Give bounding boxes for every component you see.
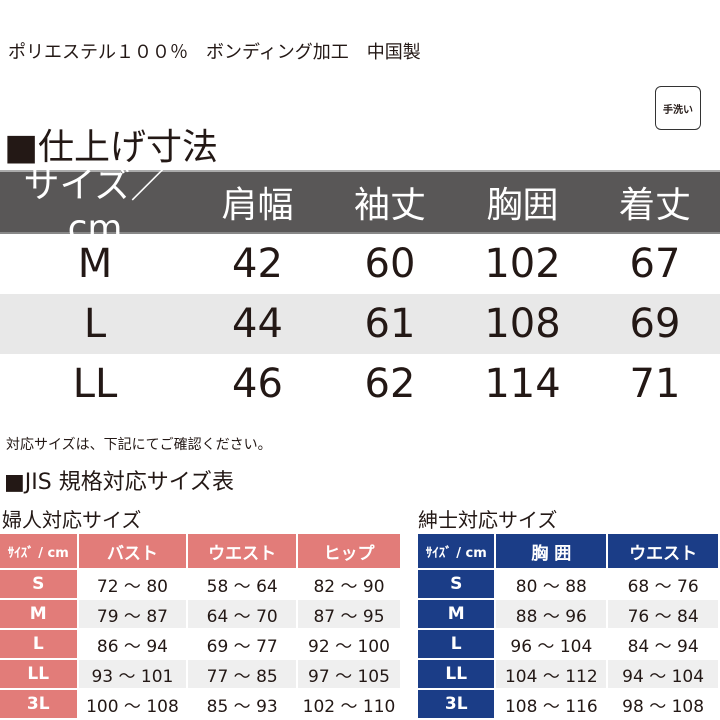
cell: 114 [484, 361, 561, 407]
table-row: LL 93 ～ 101 77 ～ 85 97 ～ 105 [0, 660, 400, 688]
header-cell: ウエスト [188, 534, 296, 568]
cell: L [83, 301, 107, 347]
cell: 108 ～ 116 [504, 696, 598, 717]
cell: 袖丈 [353, 185, 426, 226]
cell: 84 ～ 94 [627, 636, 699, 657]
cell: 3L [418, 690, 495, 718]
header-cell: ウエスト [608, 534, 718, 568]
cell: 69 [629, 301, 681, 347]
cell: 86 ～ 94 [96, 636, 168, 657]
cell: 82 ～ 90 [313, 576, 385, 597]
cell: LL [418, 660, 495, 688]
cell: 87 ～ 95 [297, 600, 400, 628]
cell: 80 ～ 88 [515, 576, 587, 597]
header-row: サイズ／cm 肩幅 袖丈 胸囲 着丈 [0, 165, 720, 249]
men-size-table: ｻｲｽﾞ / cm 胸 囲ウエスト S 80 ～ 88 68 ～ 76 M 88 ～ 96 7… [416, 532, 720, 720]
cell: S [418, 570, 495, 598]
cell: 98 ～ 108 [622, 696, 705, 717]
cell: S [0, 570, 77, 598]
cell: 62 [364, 361, 416, 407]
cell: 58 ～ 64 [206, 576, 278, 597]
table-row: 3L 100 ～ 108 85 ～ 93 102 ～ 110 [0, 690, 400, 718]
women-title: 婦人対応サイズ [2, 508, 142, 532]
cell: 102 [484, 241, 561, 287]
header-row: ｻｲｽﾞ / cm バスト ウエスト ヒップ [0, 534, 400, 568]
cell: M [77, 241, 113, 287]
note-text: 対応サイズは、下記にてご確認ください。 [6, 437, 272, 453]
cell: LL [72, 361, 118, 407]
cell: L [0, 630, 77, 658]
cell: 76 ～ 84 [608, 600, 718, 628]
cell: 96 ～ 104 [510, 636, 593, 657]
cell: 77 ～ 85 [188, 660, 296, 688]
cell: M [418, 600, 495, 628]
cell: LL [0, 660, 77, 688]
table-row: L 44 61 108 69 [0, 294, 720, 354]
cell: 79 ～ 87 [78, 600, 187, 628]
cell: サイズ／cm [23, 164, 167, 249]
table-row: LL 104 ～ 112 94 ～ 104 [418, 660, 718, 688]
table-row: L 86 ～ 94 69 ～ 77 92 ～ 100 [0, 630, 400, 658]
women-size-table: ｻｲｽﾞ / cm バスト ウエスト ヒップ S 72 ～ 80 58 ～ 64 82 ～ 9… [0, 532, 402, 720]
table-row: S 72 ～ 80 58 ～ 64 82 ～ 90 [0, 570, 400, 598]
cell: 100 ～ 108 [86, 696, 179, 717]
cell: 94 ～ 104 [608, 660, 718, 688]
table-row: M 88 ～ 96 76 ～ 84 [418, 600, 718, 628]
cell: 88 ～ 96 [496, 600, 607, 628]
cell: 64 ～ 70 [188, 600, 296, 628]
header-cell: ｻｲｽﾞ / cm [0, 534, 77, 568]
cell: 108 [484, 301, 561, 347]
cell: 102 ～ 110 [302, 696, 396, 717]
header-cell: ｻｲｽﾞ / cm [418, 534, 495, 568]
cell: 71 [629, 361, 681, 407]
cell: 肩幅 [221, 185, 294, 226]
header-cell: ヒップ [297, 534, 400, 568]
table-row: S 80 ～ 88 68 ～ 76 [418, 570, 718, 598]
hand-wash-icon: 手洗い [655, 86, 701, 130]
table-row: M 79 ～ 87 64 ～ 70 87 ～ 95 [0, 600, 400, 628]
table-row: 3L 108 ～ 116 98 ～ 108 [418, 690, 718, 718]
finished-size-title: ■仕上げ寸法 [4, 127, 219, 168]
cell: 胸囲 [486, 185, 559, 226]
cell: 67 [629, 241, 681, 287]
cell: 44 [232, 301, 283, 347]
cell: 104 ～ 112 [496, 660, 607, 688]
cell: 72 ～ 80 [96, 576, 168, 597]
cell: 46 [232, 361, 283, 407]
material-text: ポリエステル１００％ ボンディング加工 中国製 [8, 42, 421, 63]
cell: 着丈 [618, 185, 691, 226]
cell: L [418, 630, 495, 658]
header-row: ｻｲｽﾞ / cm 胸 囲ウエスト [418, 534, 718, 568]
cell: 3L [0, 690, 77, 718]
cell: 85 ～ 93 [206, 696, 278, 717]
cell: 60 [364, 241, 416, 287]
finished-size-table: サイズ／cm 肩幅 袖丈 胸囲 着丈 M 42 60 102 67 L 44 61 108 69 LL 46 62… [0, 165, 720, 414]
cell: 69 ～ 77 [206, 636, 278, 657]
cell: 68 ～ 76 [627, 576, 699, 597]
table-row: LL 46 62 114 71 [0, 354, 720, 414]
cell: 42 [232, 241, 283, 287]
cell: 61 [364, 301, 416, 347]
table-row: L 96 ～ 104 84 ～ 94 [418, 630, 718, 658]
cell: 93 ～ 101 [78, 660, 187, 688]
header-cell: バスト [78, 534, 187, 568]
cell: 97 ～ 105 [297, 660, 400, 688]
cell: M [0, 600, 77, 628]
table-row: M 42 60 102 67 [0, 234, 720, 294]
men-title: 紳士対応サイズ [418, 508, 558, 532]
cell: 92 ～ 100 [308, 636, 390, 657]
jis-title: ■JIS 規格対応サイズ表 [4, 470, 235, 495]
header-cell: 胸 囲 [496, 534, 607, 568]
